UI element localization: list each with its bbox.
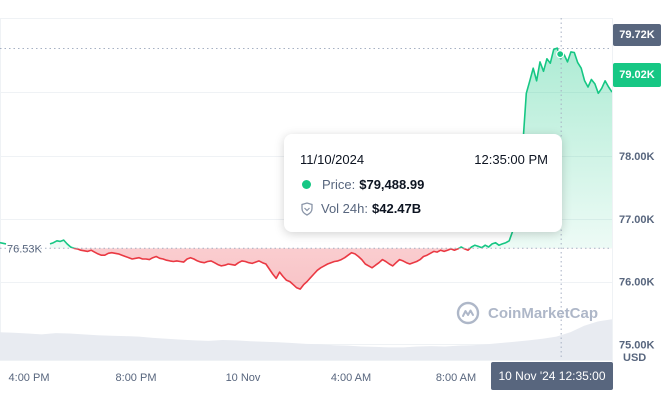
tooltip-time: 12:35:00 PM [474, 152, 548, 167]
volume-bars [0, 319, 612, 360]
price-line-down [71, 248, 483, 290]
tooltip-price-row: Price: $79,488.99 [300, 177, 424, 192]
current-price-text: 79.02K [619, 69, 655, 81]
price-dot-icon [302, 180, 311, 189]
current-price-badge: 79.02K [613, 63, 661, 87]
crosshair-time-badge: 10 Nov '24 12:35:00 [491, 362, 613, 390]
y-tick-label: 78.00K [619, 151, 655, 163]
watermark-text: CoinMarketCap [488, 304, 599, 322]
x-axis: 4:00 PM 8:00 PM 10 Nov 4:00 AM 8:00 AM [9, 372, 477, 384]
x-tick-label: 10 Nov [226, 372, 261, 384]
watermark: CoinMarketCap [456, 301, 598, 325]
x-tick-label: 8:00 AM [436, 372, 476, 384]
baseline-label: 76.53K [7, 243, 43, 255]
high-price-text: 79.72K [619, 29, 655, 41]
y-tick-label: 75.00K [619, 339, 655, 351]
x-tick-label: 4:00 PM [9, 372, 50, 384]
tooltip-price-value: $79,488.99 [359, 177, 425, 192]
volume-area [0, 319, 612, 360]
volume-shield-icon [301, 201, 313, 216]
price-tooltip: 11/10/2024 12:35:00 PM Price: $79,488.99… [284, 134, 562, 232]
tooltip-date: 11/10/2024 [300, 152, 365, 167]
crosshair-time-text: 10 Nov '24 12:35:00 [498, 369, 606, 383]
tooltip-price-label: Price: [322, 177, 356, 192]
area-down [74, 248, 471, 290]
crosshair-point [556, 50, 565, 59]
y-unit-label: USD [623, 352, 646, 364]
price-line-stub [0, 241, 7, 245]
tooltip-volume-row: Vol 24h: $42.47B [300, 201, 421, 216]
x-tick-label: 8:00 PM [116, 372, 157, 384]
high-price-badge: 79.72K [613, 24, 661, 46]
y-tick-label: 76.00K [619, 277, 655, 289]
coinmarketcap-logo-icon [456, 301, 480, 325]
x-tick-label: 4:00 AM [331, 372, 371, 384]
tooltip-volume-value: $42.47B [372, 201, 422, 216]
tooltip-volume-label: Vol 24h: [321, 201, 368, 216]
y-tick-label: 77.00K [619, 214, 655, 226]
